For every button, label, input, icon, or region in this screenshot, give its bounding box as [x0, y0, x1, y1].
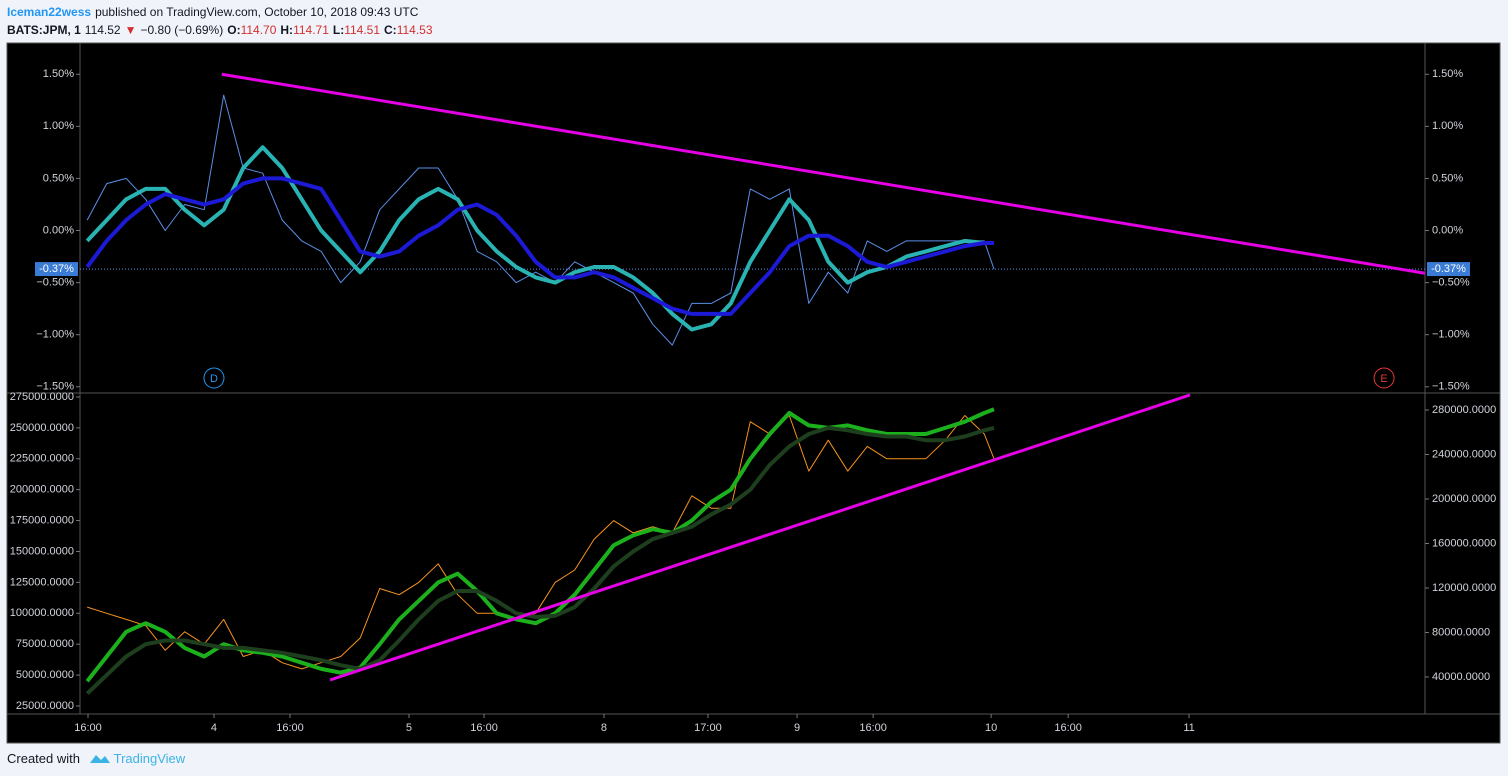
y2-tick-label: 160000.0000 [1432, 537, 1496, 549]
y2-tick-label: 280000.0000 [1432, 404, 1496, 416]
y2-tick-label: 1.50% [1432, 68, 1463, 80]
x-tick-label: 10 [985, 722, 997, 734]
last-value-label-left: -0.37% [39, 263, 74, 275]
y-tick-label: 200000.0000 [10, 484, 74, 496]
series-line [86, 94, 995, 346]
change: −0.80 (−0.69%) [140, 23, 224, 37]
x-tick-label: 9 [794, 722, 800, 734]
x-tick-label: 4 [211, 722, 217, 734]
trend-line [329, 393, 1191, 682]
event-marker [203, 367, 225, 389]
last-value-label-right-box [1427, 262, 1470, 277]
y2-tick-label: 40000.0000 [1432, 671, 1490, 683]
y2-tick-label: 240000.0000 [1432, 448, 1496, 460]
brand[interactable]: TradingView [113, 751, 186, 766]
published: published on TradingView.com, October 10… [95, 5, 419, 19]
y2-tick-label: 200000.0000 [1432, 493, 1496, 505]
y2-tick-label: 1.00% [1432, 120, 1463, 132]
y2-tick-label: 80000.0000 [1432, 626, 1490, 638]
ohlc-value: 114.53 [396, 23, 433, 37]
x-tick-label: 5 [406, 722, 412, 734]
created-with: Created with [7, 751, 80, 766]
ohlc-label: C: [384, 23, 397, 37]
event-label: E [1380, 373, 1387, 385]
event-label: D [210, 373, 218, 385]
y-tick-label: 25000.0000 [16, 700, 74, 712]
x-tick-label: 8 [601, 722, 607, 734]
ohlc-label: O: [227, 23, 241, 37]
y-tick-label: 50000.0000 [16, 669, 74, 681]
y-tick-label: 1.50% [43, 68, 74, 80]
x-tick-label: 17:00 [694, 722, 722, 734]
y-tick-label: 250000.0000 [10, 422, 74, 434]
header-line-1: Iceman22wess published on TradingView.com… [7, 3, 437, 21]
x-tick-label: 16:00 [859, 722, 887, 734]
y-tick-label: −1.50% [36, 381, 74, 393]
y2-tick-label: 0.50% [1432, 172, 1463, 184]
x-tick-label: 11 [1183, 722, 1194, 734]
ohlc-value: 114.70 [240, 23, 277, 37]
y-tick-label: −0.50% [36, 277, 74, 289]
x-tick-label: 16:00 [470, 722, 498, 734]
symbol: BATS:JPM, 1 [7, 23, 81, 37]
x-tick-label: 16:00 [1054, 722, 1082, 734]
trend-line [221, 72, 1426, 275]
y-tick-label: 0.00% [43, 224, 74, 236]
x-tick-label: 16:00 [276, 722, 304, 734]
y-tick-label: 175000.0000 [10, 514, 74, 526]
footer: Created with TradingView [7, 749, 185, 766]
header: Iceman22wess published on TradingView.com… [7, 3, 437, 39]
arrow: ▼ [124, 23, 137, 37]
header-line-2: BATS:JPM, 1 114.52 ▼ −0.80 (−0.69%) O:114.70… [7, 21, 437, 39]
x-tick-label: 16:00 [74, 722, 102, 734]
y2-tick-label: −0.50% [1432, 277, 1470, 289]
y-tick-label: 75000.0000 [16, 638, 74, 650]
last-value-label-left-box [35, 262, 78, 277]
y-tick-label: 150000.0000 [10, 545, 74, 557]
price: 114.52 [84, 23, 121, 37]
y-tick-label: 100000.0000 [10, 607, 74, 619]
y-tick-label: 275000.0000 [10, 391, 74, 403]
author[interactable]: Iceman22wess [7, 5, 92, 19]
ohlc-value: 114.71 [293, 23, 329, 37]
y-tick-label: 1.00% [43, 120, 74, 132]
y-tick-label: 0.50% [43, 172, 74, 184]
y2-tick-label: −1.00% [1432, 329, 1470, 341]
y-tick-label: 125000.0000 [10, 576, 74, 588]
logo [89, 755, 110, 763]
y2-tick-label: 120000.0000 [1432, 582, 1496, 594]
y-tick-label: 225000.0000 [10, 453, 74, 465]
series-line [85, 145, 994, 332]
y-tick-label: −1.00% [36, 329, 74, 341]
ohlc-label: H: [280, 23, 294, 37]
y2-tick-label: −1.50% [1432, 381, 1470, 393]
last-value-label-right: -0.37% [1431, 263, 1466, 275]
ohlc-label: L: [332, 23, 345, 37]
event-marker [1373, 367, 1395, 389]
series-line [85, 176, 994, 316]
y2-tick-label: 0.00% [1432, 224, 1463, 236]
series-line [85, 425, 995, 696]
ohlc-value: 114.51 [344, 23, 381, 37]
